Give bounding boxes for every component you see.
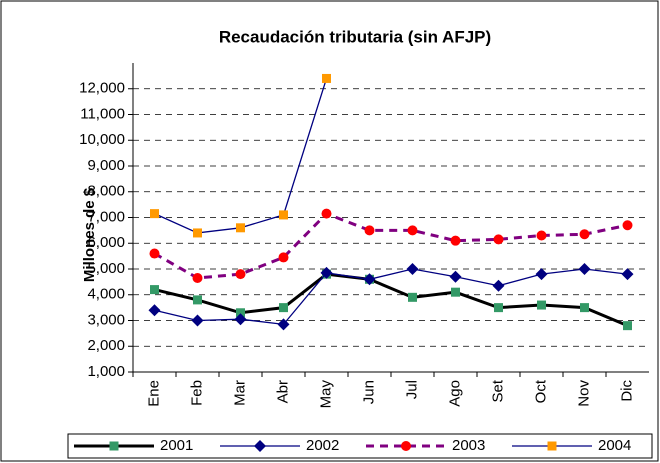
marker	[451, 287, 460, 297]
x-tick-label: Dic	[618, 380, 635, 402]
marker	[537, 300, 546, 310]
y-tick-label: 3,000	[87, 311, 125, 328]
marker	[236, 308, 245, 318]
legend-label: 2003	[452, 437, 485, 454]
marker	[401, 441, 411, 451]
x-tick-label: Nov	[575, 380, 592, 407]
x-tick-label: Ago	[446, 380, 463, 407]
marker	[149, 248, 160, 259]
marker	[193, 295, 202, 305]
marker	[449, 270, 462, 283]
marker	[493, 234, 504, 245]
marker	[277, 318, 290, 331]
marker	[492, 279, 505, 292]
marker	[364, 225, 375, 236]
marker	[406, 263, 419, 275]
marker	[450, 235, 461, 246]
marker	[279, 303, 288, 313]
marker	[623, 321, 632, 331]
marker	[535, 268, 548, 281]
marker	[408, 292, 417, 302]
marker	[578, 263, 591, 275]
x-tick-label: Feb	[188, 380, 205, 406]
marker	[322, 73, 331, 83]
marker	[150, 285, 159, 295]
marker	[536, 230, 547, 241]
chart-title: Recaudación tributaria (sin AFJP)	[219, 27, 491, 46]
x-tick-label: Set	[489, 379, 506, 402]
legend-label: 2004	[598, 437, 631, 454]
marker	[236, 223, 245, 233]
y-tick-label: 11,000	[80, 105, 125, 122]
y-tick-label: 2,000	[87, 337, 125, 354]
y-axis-label: Millones de $	[81, 187, 98, 282]
y-tick-label: 8,000	[87, 183, 125, 200]
marker	[278, 252, 289, 263]
marker	[363, 273, 376, 286]
y-tick-label: 10,000	[79, 131, 125, 148]
marker	[279, 210, 288, 220]
marker	[193, 228, 202, 238]
x-tick-label: May	[317, 380, 334, 409]
marker	[235, 269, 246, 280]
y-tick-label: 9,000	[87, 157, 125, 174]
x-tick-label: Jul	[403, 380, 420, 399]
x-tick-label: Abr	[274, 380, 291, 403]
marker	[622, 220, 633, 231]
marker	[321, 208, 332, 219]
marker	[234, 313, 247, 326]
marker	[109, 441, 119, 451]
legend-label: 2001	[160, 437, 193, 454]
series-line	[154, 272, 629, 328]
y-tick-label: 4,000	[87, 286, 125, 303]
y-tick-label: 7,000	[87, 208, 125, 225]
x-tick-label: Jun	[360, 380, 377, 404]
y-tick-label: 6,000	[87, 234, 125, 251]
series-line	[153, 211, 628, 280]
marker	[547, 441, 557, 451]
x-tick-label: Mar	[231, 380, 248, 406]
series-line	[154, 268, 628, 326]
marker	[580, 303, 589, 313]
y-tick-label: 12,000	[79, 80, 125, 97]
marker	[320, 266, 333, 279]
x-tick-label: Oct	[532, 379, 549, 403]
legend-label: 2002	[306, 437, 339, 454]
y-tick-label: 1,000	[87, 363, 125, 380]
marker	[192, 273, 203, 284]
marker	[191, 314, 204, 327]
marker	[148, 304, 161, 317]
marker	[150, 209, 159, 219]
marker	[579, 229, 590, 240]
y-tick-label: 5,000	[87, 260, 125, 277]
x-tick-label: Ene	[145, 380, 162, 407]
marker	[494, 303, 503, 313]
marker	[621, 268, 634, 281]
marker	[254, 440, 266, 452]
marker	[407, 225, 418, 236]
